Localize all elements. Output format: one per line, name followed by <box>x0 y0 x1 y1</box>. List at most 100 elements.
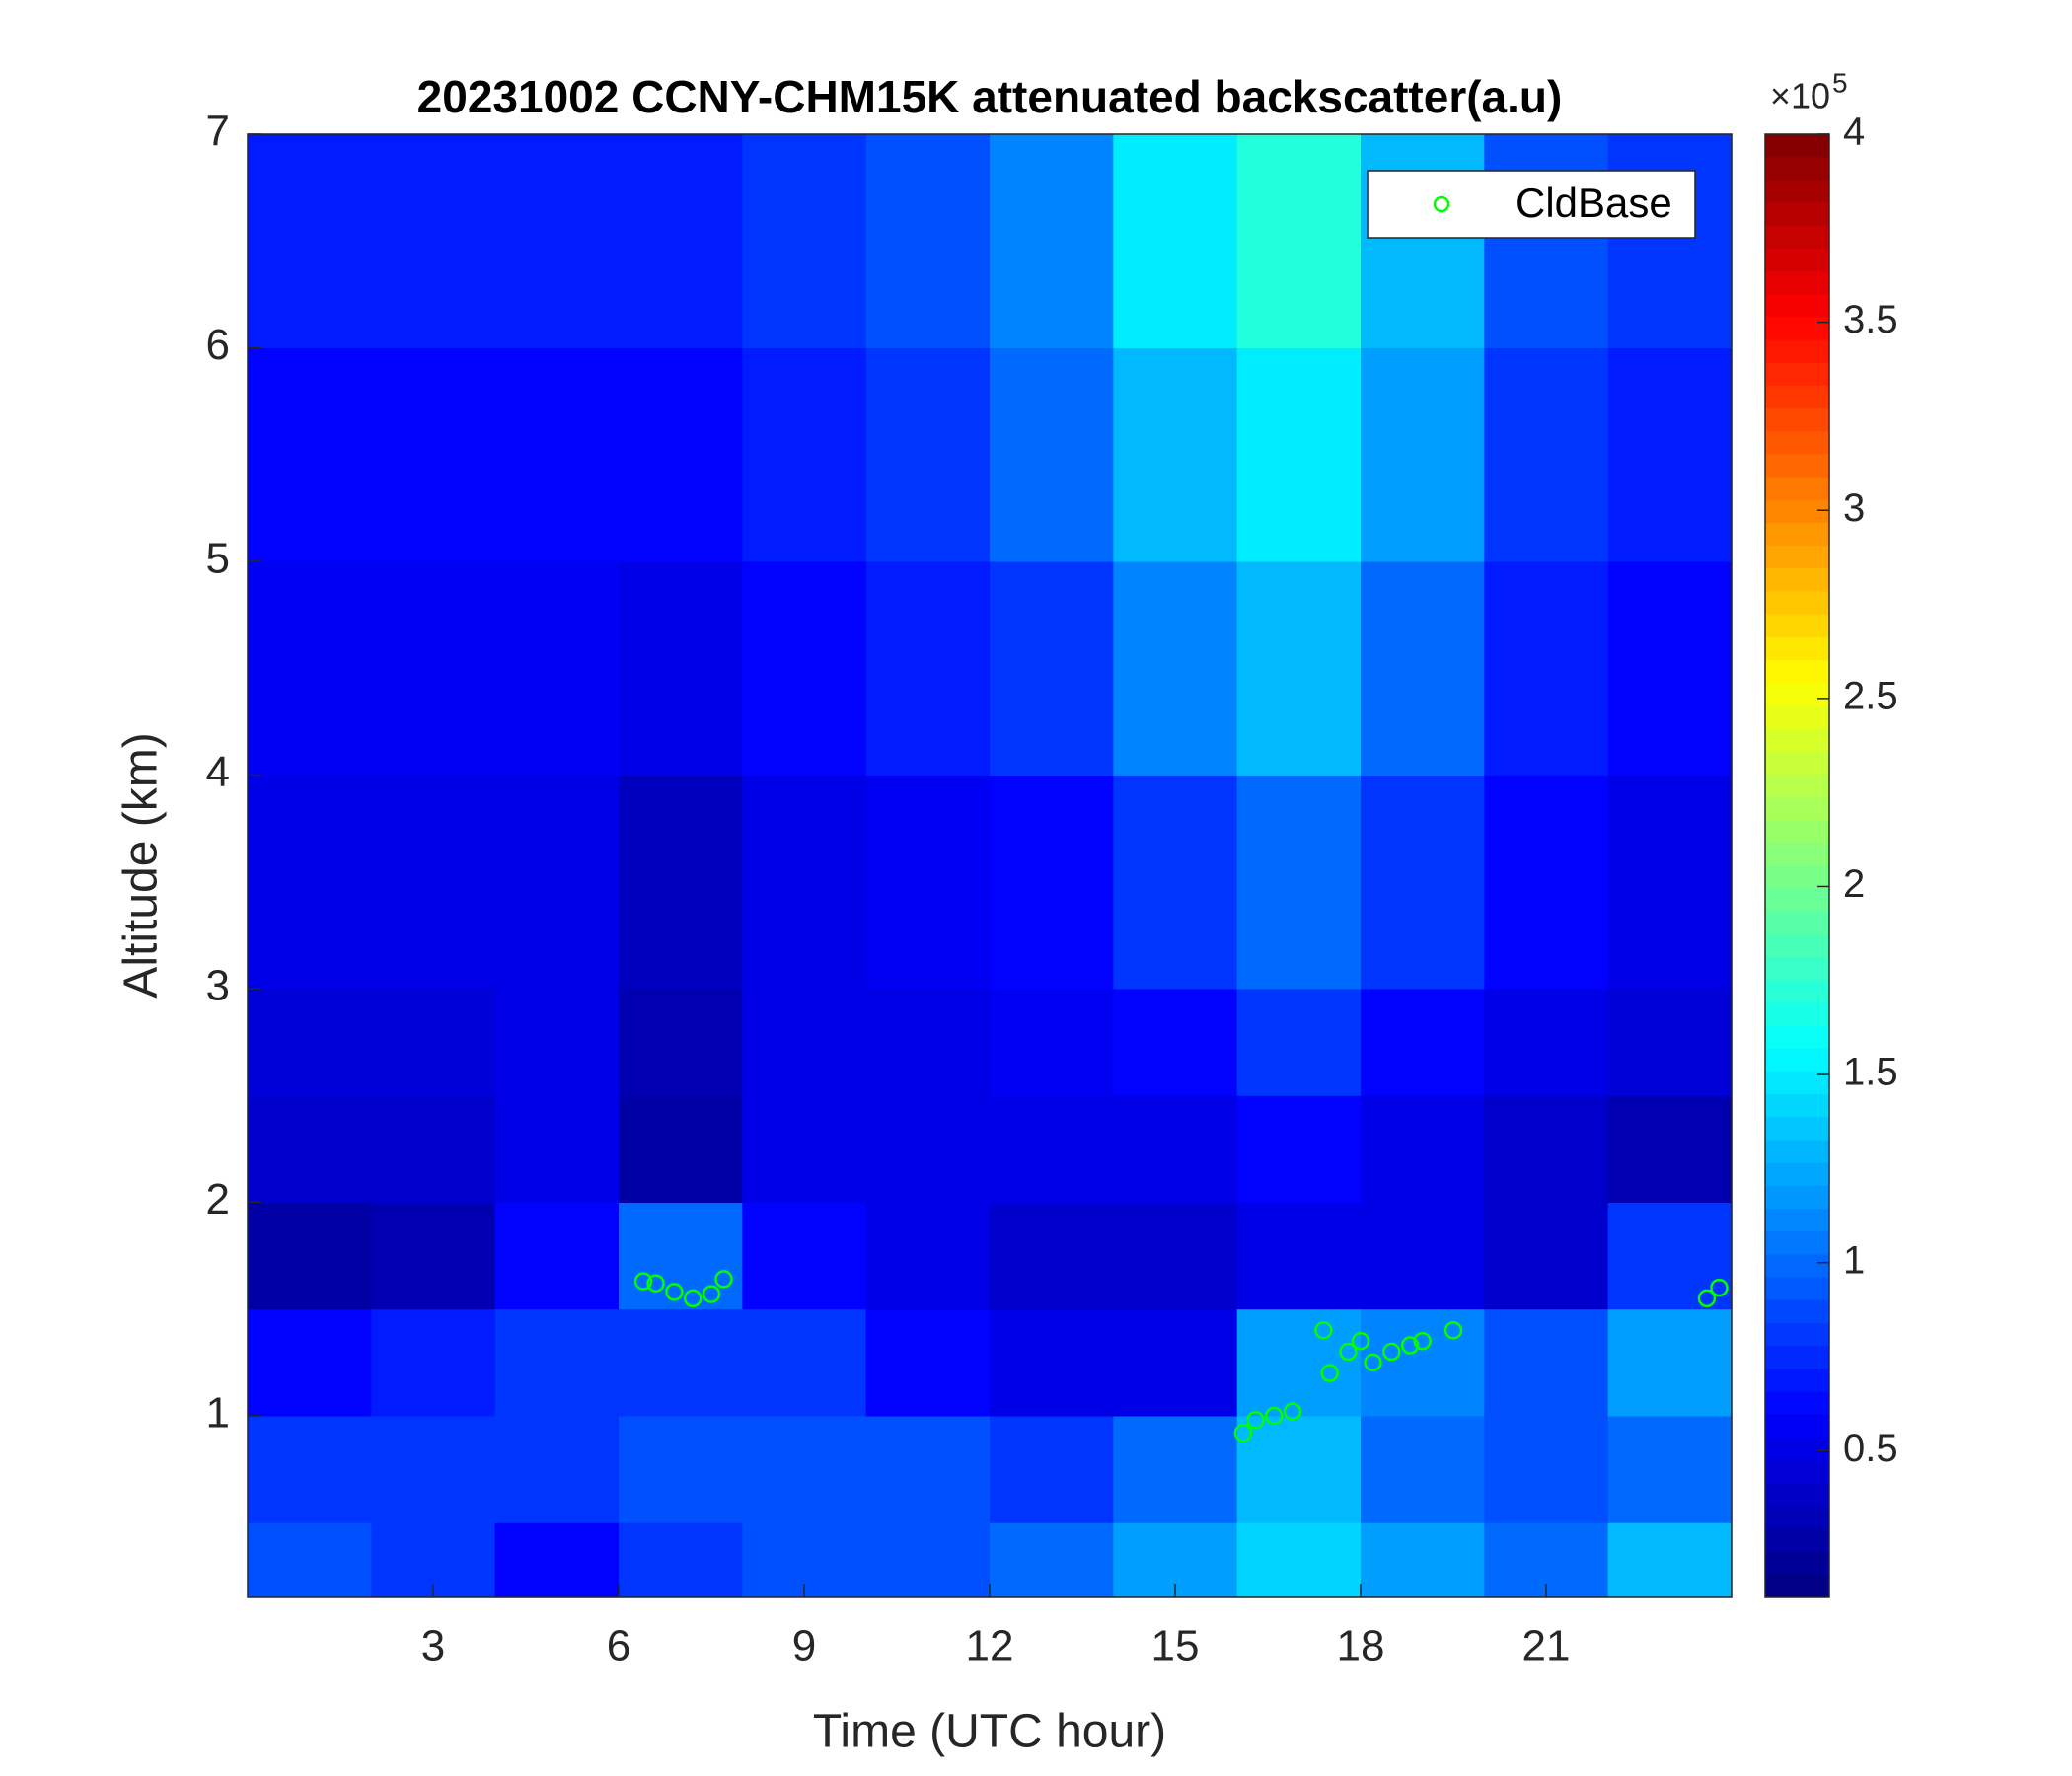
heatmap-cell <box>1484 1095 1609 1203</box>
cloud-base-marker <box>1283 1402 1302 1421</box>
colorbar-swatch <box>1765 1209 1829 1232</box>
heatmap-cell <box>1113 1308 1238 1417</box>
heatmap-cell <box>371 1095 496 1203</box>
colorbar-swatch <box>1765 1391 1829 1416</box>
heatmap-cell <box>1484 347 1609 562</box>
colorbar-swatch <box>1765 751 1829 776</box>
y-tick-label: 5 <box>206 535 230 583</box>
cloud-base-marker <box>1351 1331 1370 1351</box>
heatmap-cell <box>1361 347 1485 562</box>
heatmap-cell <box>371 560 496 776</box>
cloud-base-marker <box>1320 1364 1339 1382</box>
colorbar-multiplier: ×10 <box>1770 76 1830 116</box>
heatmap-cell <box>1113 1202 1238 1310</box>
heatmap-cell <box>371 1308 496 1417</box>
colorbar-swatch <box>1765 1506 1829 1529</box>
heatmap-cell <box>1607 347 1733 562</box>
colorbar-swatch <box>1765 636 1829 661</box>
cloud-base-marker <box>702 1285 721 1303</box>
x-tick-label: 3 <box>421 1622 445 1670</box>
heatmap-cell <box>1607 775 1733 990</box>
colorbar-swatch <box>1765 1483 1829 1507</box>
heatmap-cell <box>248 560 372 776</box>
heatmap-cell <box>990 560 1114 776</box>
cloud-base-marker <box>1382 1342 1401 1362</box>
heatmap-cell <box>1607 1308 1733 1417</box>
colorbar-swatch <box>1765 1094 1829 1118</box>
heatmap-cell <box>494 1202 620 1310</box>
heatmap-cell <box>619 1308 743 1417</box>
colorbar-swatch <box>1765 1277 1829 1301</box>
cloud-base-marker <box>1233 1424 1253 1443</box>
colorbar-swatch <box>1765 796 1829 821</box>
colorbar-swatch <box>1765 820 1829 844</box>
colorbar-swatch <box>1765 911 1829 935</box>
heatmap-cell <box>1361 775 1485 990</box>
colorbar-swatch <box>1765 546 1829 569</box>
heatmap-cell <box>494 560 620 776</box>
colorbar-swatch <box>1765 180 1829 204</box>
colorbar-swatch <box>1765 659 1829 684</box>
heatmap-cell <box>742 347 867 562</box>
heatmap-cell <box>1361 1202 1485 1310</box>
heatmap-cell <box>1361 134 1485 348</box>
cloud-base-marker <box>1265 1406 1284 1426</box>
heatmap-cell <box>742 1415 867 1523</box>
heatmap-cell <box>494 134 620 348</box>
heatmap-cell <box>1607 988 1733 1096</box>
x-axis-label: Time (UTC hour) <box>813 1706 1166 1758</box>
cloud-base-marker <box>1710 1278 1729 1297</box>
colorbar-swatch <box>1765 248 1829 272</box>
heatmap-cell <box>1484 1415 1609 1523</box>
heatmap-cell <box>1607 134 1733 348</box>
colorbar-swatch <box>1765 1231 1829 1255</box>
heatmap-cell <box>371 347 496 562</box>
heatmap-cell <box>494 1095 620 1203</box>
y-tick-label: 2 <box>206 1175 230 1223</box>
heatmap-cell <box>1236 1308 1362 1417</box>
colorbar-tick-label: 2 <box>1843 862 1865 906</box>
heatmap-cell <box>619 1202 743 1310</box>
colorbar-swatch <box>1765 934 1829 958</box>
heatmap-cell <box>1484 1308 1609 1417</box>
colorbar-swatch <box>1765 1369 1829 1392</box>
heatmap-cell <box>1113 134 1238 348</box>
heatmap-cell <box>865 1308 991 1417</box>
colorbar-tick-label: 1.5 <box>1843 1051 1898 1094</box>
heatmap-cell <box>248 775 372 990</box>
heatmap-cell <box>742 560 867 776</box>
y-tick-label: 1 <box>206 1389 230 1438</box>
colorbar-swatch <box>1765 1528 1829 1553</box>
y-tick-label: 4 <box>206 748 230 796</box>
heatmap-cell <box>1236 988 1362 1096</box>
heatmap-cell <box>990 134 1114 348</box>
heatmap-cell <box>371 775 496 990</box>
heatmap-cell <box>1236 1522 1362 1598</box>
colorbar-swatch <box>1765 408 1829 432</box>
colorbar-swatch <box>1765 1072 1829 1095</box>
cloud-base-marker <box>1364 1353 1382 1372</box>
heatmap-cell <box>1236 134 1362 348</box>
heatmap-cell <box>990 1522 1114 1598</box>
cloud-base-marker <box>714 1270 733 1289</box>
heatmap-cell <box>1236 560 1362 776</box>
cloud-base-marker <box>633 1272 653 1291</box>
colorbar-swatch <box>1765 1574 1829 1598</box>
heatmap-cell <box>1236 775 1362 990</box>
heatmap-cell <box>494 1415 620 1523</box>
colorbar-swatch <box>1765 980 1829 1004</box>
heatmap-cell <box>619 775 743 990</box>
colorbar-tick-label: 3.5 <box>1843 298 1898 341</box>
x-tick-label: 12 <box>966 1622 1014 1670</box>
legend-marker <box>1433 195 1450 213</box>
cloud-base-marker <box>1413 1331 1432 1351</box>
heatmap-cell <box>1607 1095 1733 1203</box>
heatmap-cell <box>742 134 867 348</box>
colorbar-swatch <box>1765 134 1829 158</box>
colorbar-swatch <box>1765 614 1829 638</box>
colorbar-swatch <box>1765 1437 1829 1461</box>
cloud-base-marker <box>1443 1321 1463 1340</box>
heatmap-cell <box>371 988 496 1096</box>
cloud-base-marker <box>683 1289 703 1308</box>
colorbar-swatch <box>1765 865 1829 890</box>
